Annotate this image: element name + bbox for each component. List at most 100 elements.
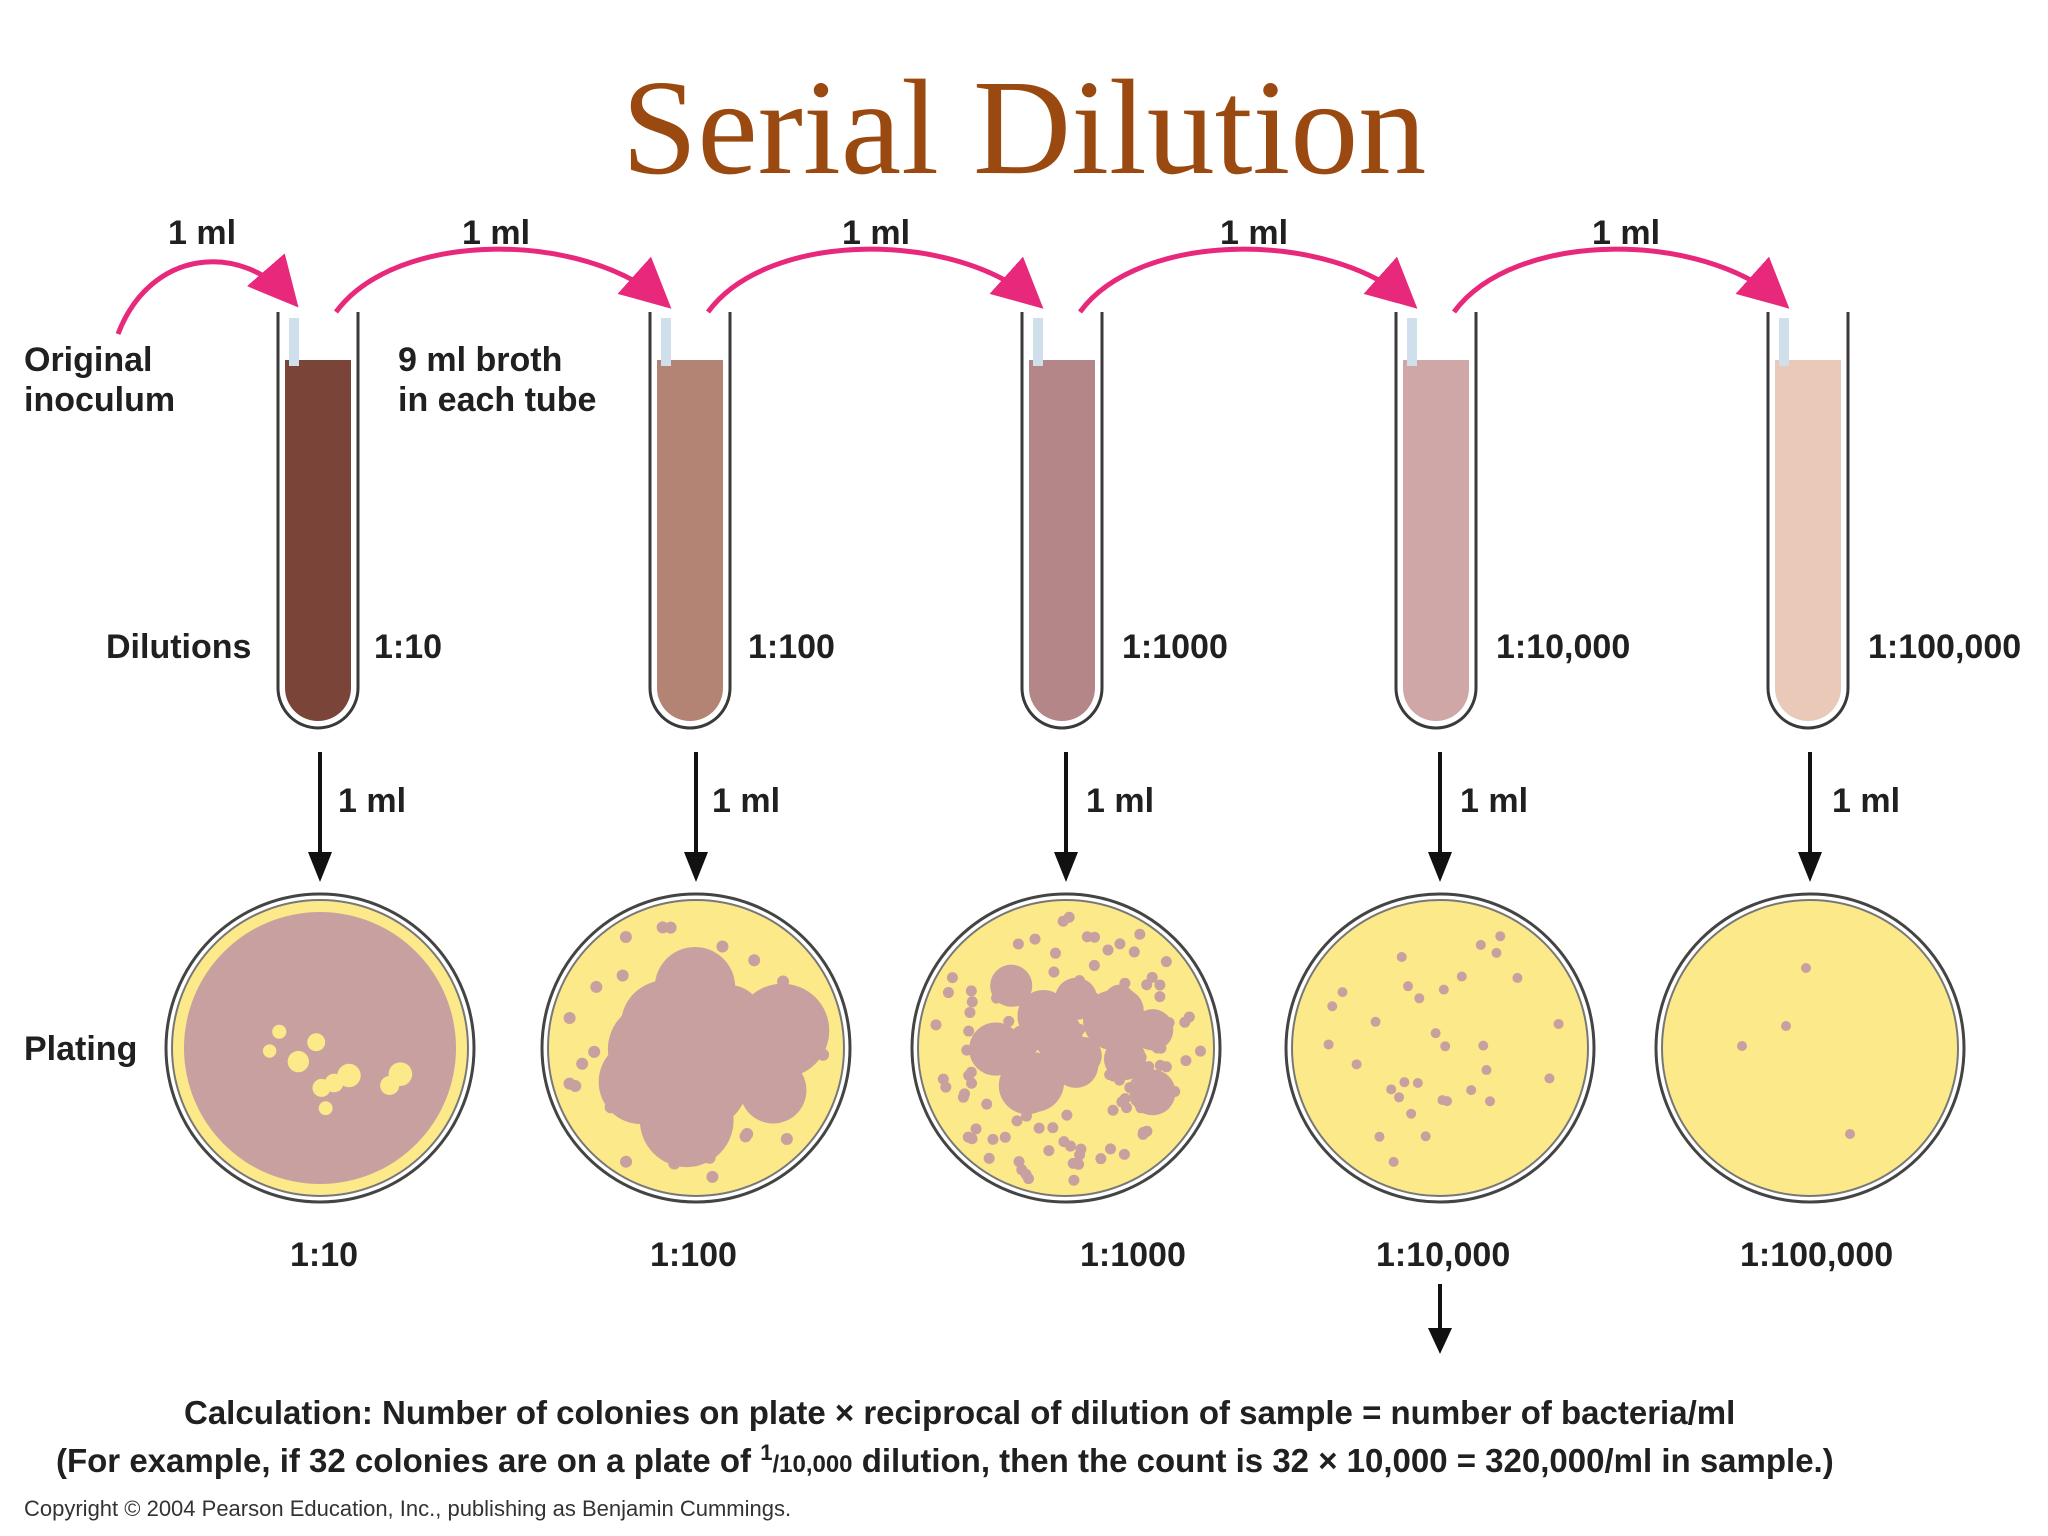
tube-dilution-label-3: 1:10,000 — [1496, 628, 1631, 666]
petri-dish-4 — [1654, 892, 1966, 1204]
colony — [1351, 1059, 1362, 1070]
colony — [987, 1133, 999, 1145]
colony — [1374, 1131, 1385, 1142]
colony — [664, 921, 677, 934]
colony — [1061, 1109, 1073, 1121]
colony — [1179, 1016, 1191, 1028]
broth-label: 9 ml broth in each tube — [398, 341, 597, 419]
colony — [1088, 992, 1100, 1004]
colony — [604, 1101, 617, 1114]
colony — [619, 930, 632, 943]
colony — [1440, 1041, 1451, 1052]
colony — [966, 1077, 978, 1089]
colony — [1020, 1110, 1032, 1122]
colony — [1037, 1091, 1049, 1103]
plating-label: Plating — [24, 1030, 138, 1068]
plating-arrow-head-2 — [1054, 852, 1078, 882]
colony — [1154, 991, 1166, 1003]
colony — [1396, 951, 1407, 962]
colony — [1023, 1056, 1035, 1068]
colony — [1466, 1085, 1477, 1096]
plating-volume-label-4: 1 ml — [1832, 782, 1901, 820]
colony — [668, 1157, 681, 1170]
colony — [1845, 1129, 1855, 1139]
test-tube-2 — [1020, 312, 1104, 730]
colony — [1023, 1096, 1035, 1108]
colony — [1049, 947, 1061, 959]
colony — [1478, 1040, 1489, 1051]
colony — [1121, 990, 1133, 1002]
transfer-arrow-1 — [333, 246, 672, 314]
colony — [1058, 1136, 1070, 1148]
colony — [1096, 1016, 1108, 1028]
colony — [1073, 975, 1085, 987]
colony — [1002, 1085, 1014, 1097]
colony — [777, 1091, 790, 1104]
colony — [1154, 1017, 1166, 1029]
transfer-label-2: 1 ml — [842, 214, 911, 252]
colony — [1412, 1077, 1423, 1088]
colony — [780, 1132, 793, 1145]
colony — [588, 1045, 601, 1058]
colony — [970, 1123, 982, 1135]
colony — [1107, 1104, 1119, 1116]
colony-group-4 — [1737, 963, 1855, 1139]
colony — [1737, 1041, 1747, 1051]
colony — [1053, 1032, 1065, 1044]
colony — [576, 1057, 589, 1070]
agar-gap — [272, 1024, 287, 1039]
plating-arrow-2 — [1054, 752, 1078, 882]
colony — [1151, 1042, 1163, 1054]
petri-dish-0 — [164, 892, 476, 1204]
colony — [616, 969, 629, 982]
colony — [706, 1170, 719, 1183]
plating-arrow-1 — [684, 752, 708, 882]
colony — [741, 1127, 754, 1140]
plating-volume-label-3: 1 ml — [1460, 782, 1529, 820]
plating-volume-label-0: 1 ml — [338, 782, 407, 820]
test-tube-3 — [1394, 312, 1478, 730]
colony — [999, 1131, 1011, 1143]
colony — [590, 980, 603, 993]
tube-outline-3 — [1394, 312, 1478, 730]
colony — [1119, 1093, 1131, 1105]
colony — [1003, 1015, 1015, 1027]
colony — [1114, 938, 1126, 950]
petri-dish-2 — [910, 892, 1222, 1204]
tube-outline-2 — [1020, 312, 1104, 730]
colony — [1544, 1073, 1555, 1084]
colony — [1011, 1115, 1023, 1127]
colony — [748, 954, 761, 967]
colony — [1194, 1045, 1206, 1057]
colony — [985, 1050, 997, 1062]
colony — [620, 1155, 633, 1168]
tube-dilution-label-2: 1:1000 — [1122, 628, 1228, 666]
tube-dilution-label-1: 1:100 — [748, 628, 835, 666]
transfer-label-1: 1 ml — [462, 214, 531, 252]
colony — [1495, 931, 1506, 942]
colony — [1070, 1053, 1082, 1065]
tube-outline-4 — [1766, 312, 1850, 730]
colony — [703, 1151, 716, 1164]
plating-arrow-3 — [1428, 752, 1452, 882]
colony — [1118, 1148, 1130, 1160]
agar-gap — [287, 1050, 310, 1073]
tube-glare-4 — [1779, 318, 1789, 366]
colony — [1023, 1173, 1035, 1185]
colony — [946, 972, 958, 984]
colony — [1102, 944, 1114, 956]
test-tube-0 — [276, 312, 360, 730]
colony — [1012, 938, 1024, 950]
colony — [1137, 1126, 1149, 1138]
colony — [1180, 1055, 1192, 1067]
colony — [1068, 1174, 1080, 1186]
colony — [965, 1066, 977, 1078]
colony — [1386, 1084, 1397, 1095]
plate-dilution-label-0: 1:10 — [290, 1236, 359, 1274]
colony — [1131, 1019, 1143, 1031]
tube-dilution-label-0: 1:10 — [374, 628, 443, 666]
colony — [1105, 1067, 1117, 1079]
dilutions-label: Dilutions — [106, 628, 252, 666]
colony — [1801, 963, 1811, 973]
